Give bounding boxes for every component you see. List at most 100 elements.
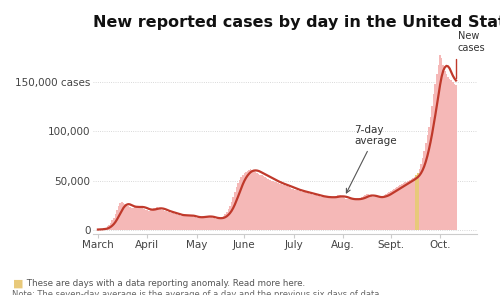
Bar (110, 223, 112, 230)
Text: These are days with a data reporting anomaly. Read more here.: These are days with a data reporting ano… (24, 279, 305, 288)
Bar (388, 192, 390, 230)
Bar (377, 197, 379, 230)
Bar (106, 227, 108, 230)
Bar (194, 217, 196, 230)
Bar (112, 220, 113, 230)
Bar (364, 195, 366, 230)
Bar (339, 195, 340, 230)
Bar (105, 228, 106, 230)
Bar (394, 189, 396, 230)
Bar (200, 217, 202, 230)
Bar (150, 210, 151, 230)
Bar (246, 171, 248, 230)
Bar (290, 189, 292, 230)
Bar (129, 207, 130, 230)
Bar (418, 169, 420, 230)
Bar (376, 197, 377, 230)
Bar (260, 175, 261, 230)
Bar (362, 197, 363, 230)
Bar (124, 204, 126, 230)
Bar (360, 198, 362, 230)
Bar (285, 186, 286, 230)
Bar (298, 191, 299, 230)
Bar (328, 197, 330, 230)
Bar (414, 177, 416, 230)
Bar (434, 84, 436, 230)
Bar (452, 82, 454, 230)
Bar (334, 197, 336, 230)
Bar (404, 183, 406, 230)
Bar (450, 80, 452, 230)
Bar (153, 208, 154, 230)
Bar (372, 197, 374, 230)
Bar (282, 185, 284, 230)
Bar (315, 195, 316, 230)
Bar (356, 199, 358, 230)
Text: New reported cases by day in the United States: New reported cases by day in the United … (93, 15, 500, 30)
Bar (347, 199, 348, 230)
Bar (156, 207, 158, 230)
Bar (433, 94, 434, 230)
Bar (252, 170, 253, 230)
Bar (208, 217, 210, 230)
Bar (348, 199, 350, 230)
Bar (436, 74, 438, 230)
Bar (420, 164, 422, 230)
Bar (137, 206, 138, 230)
Bar (237, 183, 239, 230)
Bar (158, 208, 159, 230)
Bar (210, 217, 212, 230)
Bar (121, 202, 122, 230)
Bar (226, 212, 228, 230)
Bar (288, 187, 290, 230)
Bar (307, 193, 309, 230)
Bar (432, 106, 433, 230)
Bar (159, 209, 161, 230)
Bar (401, 184, 402, 230)
Bar (354, 199, 355, 230)
Bar (370, 195, 371, 230)
Bar (242, 175, 244, 230)
Bar (190, 216, 191, 230)
Bar (216, 219, 218, 230)
Bar (336, 196, 338, 230)
Bar (116, 210, 118, 230)
Bar (280, 184, 281, 230)
Bar (380, 197, 382, 230)
Bar (258, 174, 260, 230)
Bar (292, 189, 293, 230)
Bar (269, 180, 270, 230)
Bar (379, 197, 380, 230)
Bar (402, 183, 404, 230)
Bar (229, 206, 231, 230)
Bar (358, 199, 360, 230)
Bar (136, 206, 137, 230)
Bar (322, 197, 323, 230)
Bar (172, 213, 174, 230)
Bar (302, 192, 304, 230)
Text: 7-day
average: 7-day average (346, 124, 397, 193)
Bar (183, 215, 184, 230)
Bar (320, 197, 322, 230)
Bar (412, 178, 414, 230)
Bar (174, 214, 175, 230)
Bar (245, 172, 246, 230)
Bar (342, 197, 344, 230)
Bar (274, 181, 276, 230)
Bar (151, 209, 153, 230)
Bar (224, 214, 226, 230)
Bar (330, 197, 331, 230)
Bar (250, 169, 252, 230)
Bar (306, 193, 307, 230)
Bar (296, 190, 298, 230)
Bar (118, 206, 120, 230)
Bar (314, 195, 315, 230)
Bar (268, 178, 269, 230)
Bar (108, 225, 110, 230)
Bar (253, 171, 254, 230)
Text: New
cases: New cases (456, 31, 485, 78)
Bar (344, 198, 346, 230)
Text: Note: The seven-day average is the average of a day and the previous six days of: Note: The seven-day average is the avera… (12, 290, 382, 295)
Bar (396, 187, 398, 230)
Bar (234, 192, 235, 230)
